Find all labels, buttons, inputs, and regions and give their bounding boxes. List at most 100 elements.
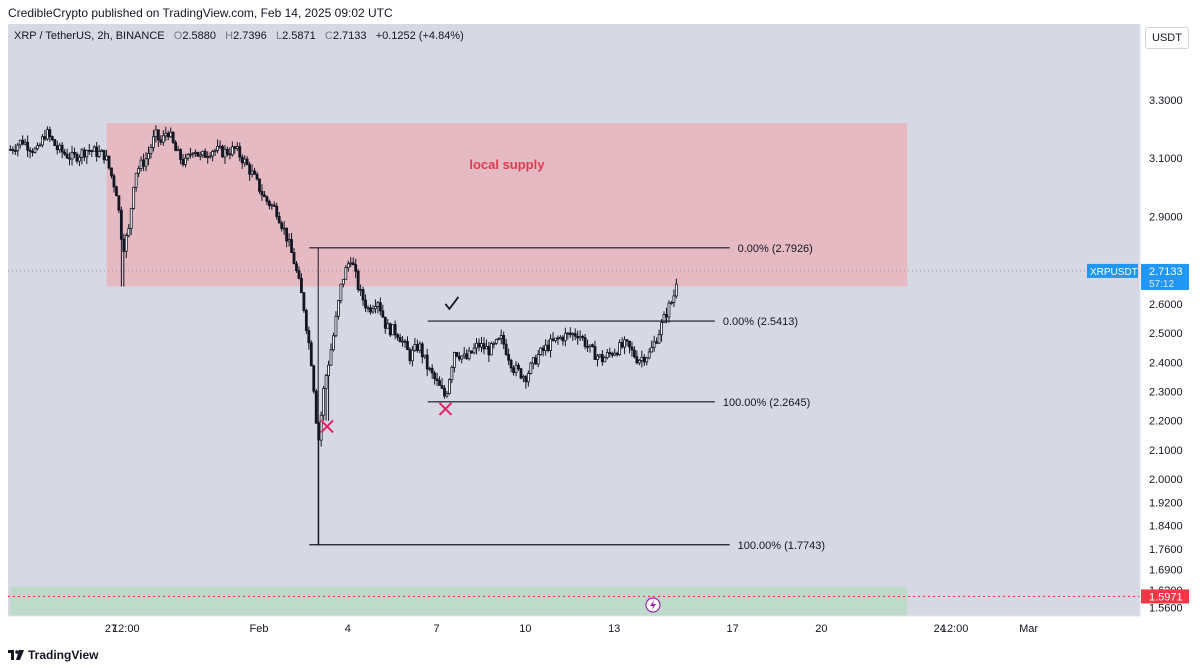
currency-button[interactable]: USDT bbox=[1145, 27, 1189, 49]
candle-body bbox=[398, 336, 402, 343]
candle-body bbox=[524, 376, 528, 383]
candle-body bbox=[561, 336, 565, 342]
candle-body bbox=[164, 132, 168, 137]
candle-body bbox=[662, 314, 666, 323]
candle-body bbox=[142, 159, 145, 167]
candle-body bbox=[598, 354, 602, 357]
candle-body bbox=[292, 252, 296, 265]
candle-body bbox=[413, 344, 417, 351]
candle-body bbox=[635, 356, 639, 364]
candle-body bbox=[460, 355, 464, 360]
candle-body bbox=[480, 343, 483, 348]
candle-body bbox=[571, 333, 575, 336]
candle-body bbox=[566, 332, 570, 335]
candle-body bbox=[115, 186, 118, 197]
close-value: 2.7133 bbox=[332, 30, 367, 42]
x-marker-icon bbox=[320, 419, 334, 434]
candle-body bbox=[467, 350, 471, 360]
candle-body bbox=[132, 186, 136, 209]
brand-name: TradingView bbox=[28, 648, 99, 662]
price-axis[interactable] bbox=[1140, 24, 1200, 616]
y-tick-label: 2.6000 bbox=[1149, 299, 1183, 311]
candle-body bbox=[80, 149, 84, 158]
candle-body bbox=[660, 322, 663, 336]
footer: TradingView bbox=[0, 641, 1200, 669]
candle-body bbox=[351, 262, 355, 266]
candle-body bbox=[366, 307, 370, 310]
check-marker-icon bbox=[444, 296, 460, 311]
candle-body bbox=[300, 277, 303, 294]
candle-body bbox=[255, 173, 259, 180]
candle-body bbox=[117, 195, 121, 211]
candle-body bbox=[169, 131, 173, 138]
candle-body bbox=[134, 172, 138, 188]
candle-body bbox=[107, 155, 111, 169]
candle-body bbox=[620, 342, 624, 348]
candle-body bbox=[230, 146, 234, 156]
candle-body bbox=[73, 151, 76, 155]
candle-body bbox=[282, 227, 286, 230]
candle-body bbox=[403, 340, 407, 343]
candle-body bbox=[633, 349, 636, 358]
symbol-info: XRP / TetherUS, 2h, BINANCE O2.5880 H2.7… bbox=[14, 30, 464, 42]
candle-body bbox=[430, 367, 434, 374]
publisher-header: CredibleCrypto published on TradingView.… bbox=[0, 0, 1200, 24]
open-label: O bbox=[173, 30, 183, 42]
candle-body bbox=[406, 341, 409, 351]
candle-body bbox=[287, 239, 291, 242]
candle-body bbox=[100, 149, 104, 152]
candle-body bbox=[475, 342, 478, 349]
candle-body bbox=[623, 339, 626, 348]
candle-body bbox=[642, 356, 646, 363]
fib-level-label: 0.00% (2.7926) bbox=[738, 243, 813, 255]
supply-zone bbox=[106, 123, 908, 287]
candle-body bbox=[26, 141, 30, 151]
candle-body bbox=[401, 340, 404, 343]
candle-body bbox=[462, 353, 466, 357]
candle-body bbox=[129, 207, 133, 229]
candle-body bbox=[593, 346, 597, 360]
candle-body bbox=[415, 344, 419, 351]
candle-body bbox=[50, 136, 54, 140]
candle-body bbox=[119, 209, 123, 240]
candle-body bbox=[75, 153, 79, 162]
x-tick-label: 7 bbox=[434, 623, 440, 635]
y-tick-label: 1.6900 bbox=[1149, 564, 1183, 576]
candle-body bbox=[418, 343, 422, 351]
symbol-name[interactable]: XRP / TetherUS, 2h, BINANCE bbox=[14, 30, 165, 42]
candle-body bbox=[68, 157, 71, 160]
candle-body bbox=[307, 330, 311, 344]
candle-body bbox=[97, 151, 101, 157]
candle-body bbox=[529, 362, 533, 374]
candle-body bbox=[221, 145, 224, 158]
candle-body bbox=[563, 332, 567, 342]
low-label: L bbox=[275, 30, 283, 42]
candle-body bbox=[41, 136, 44, 146]
candle-body bbox=[608, 352, 612, 355]
x-tick-label: 17 bbox=[726, 623, 738, 635]
time-axis[interactable] bbox=[0, 616, 1140, 641]
publisher-line: CredibleCrypto published on TradingView.… bbox=[8, 6, 393, 20]
candle-body bbox=[302, 292, 306, 311]
candle-body bbox=[13, 150, 17, 152]
candle-body bbox=[319, 414, 323, 441]
candle-body bbox=[628, 340, 631, 348]
candle-body bbox=[290, 239, 293, 253]
candle-body bbox=[196, 151, 200, 157]
candle-body bbox=[376, 302, 380, 307]
high-value: 2.7396 bbox=[233, 30, 267, 42]
candle-body bbox=[438, 380, 441, 386]
candle-body bbox=[477, 342, 481, 348]
candle-body bbox=[334, 315, 338, 337]
candle-body bbox=[258, 178, 261, 192]
candle-body bbox=[90, 150, 94, 152]
candle-body bbox=[539, 347, 543, 355]
candle-body bbox=[337, 300, 340, 317]
candle-body bbox=[213, 149, 217, 152]
candle-body bbox=[482, 343, 486, 350]
x-tick-label: 24 bbox=[934, 623, 946, 635]
fib-level-label: 100.00% (2.2645) bbox=[723, 397, 810, 409]
candle-body bbox=[110, 167, 113, 177]
candle-body bbox=[193, 151, 197, 154]
